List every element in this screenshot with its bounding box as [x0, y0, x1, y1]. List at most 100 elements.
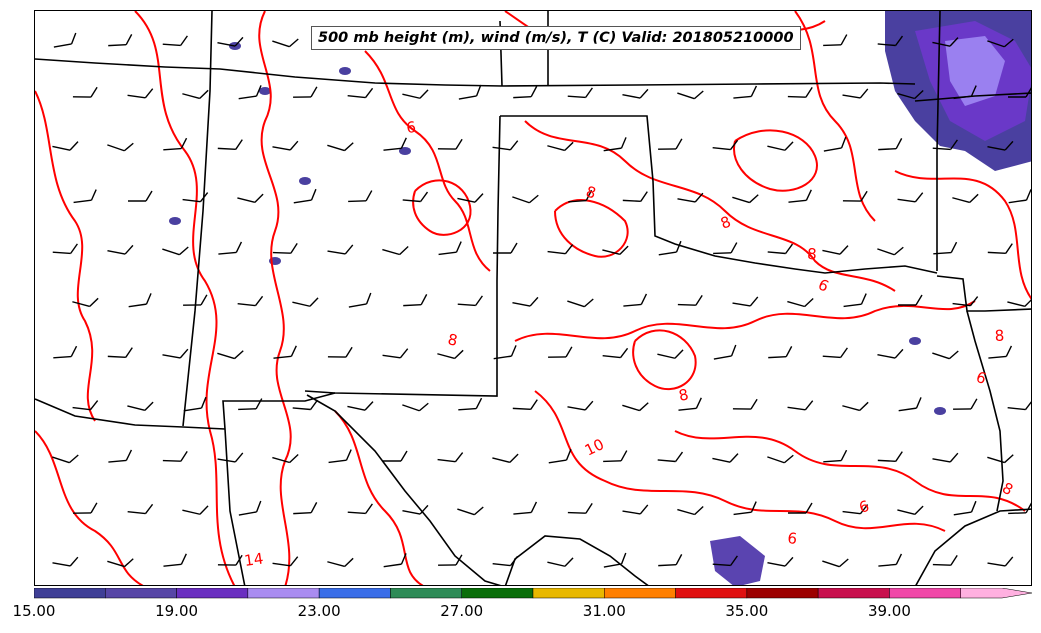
wind-barb-shaft: [987, 251, 1006, 255]
temperature-contour-line: [554, 199, 629, 258]
colorbar-tick-label: 35.00: [725, 602, 769, 620]
temperature-contours: [35, 11, 1031, 585]
temperature-contour-line: [524, 120, 896, 292]
wind-barb-shaft: [128, 303, 147, 308]
wind-barb-flag: [729, 453, 739, 463]
wind-barb: [327, 244, 354, 255]
wind-barb: [842, 190, 868, 202]
wind-fill-spot: [339, 67, 351, 75]
wind-barb-shaft: [107, 144, 125, 152]
wind-barb-flag: [783, 454, 794, 464]
wind-barb-shaft: [328, 459, 347, 464]
wind-barb-flag: [455, 241, 462, 253]
wind-barb-shaft: [272, 456, 290, 464]
wind-barb: [658, 554, 683, 567]
wind-barb-flag: [234, 350, 244, 360]
wind-barb: [678, 397, 702, 411]
wind-barb-flag: [914, 90, 924, 100]
wind-barb: [932, 350, 959, 360]
colorbar-swatch: [817, 588, 890, 599]
wind-barb: [328, 449, 352, 464]
wind-barb: [602, 347, 629, 359]
wind-barb-shaft: [127, 94, 146, 99]
wind-barb: [108, 449, 133, 463]
wind-barb: [823, 449, 848, 463]
wind-barb-flag: [893, 246, 904, 256]
wind-fill-spot: [399, 147, 411, 155]
wind-barb-flag: [145, 293, 152, 305]
wind-barb-flag: [309, 297, 319, 307]
wind-barb-flag: [750, 501, 757, 513]
wind-barb: [733, 85, 758, 99]
wind-barb-shaft: [897, 92, 915, 100]
wind-barb-shaft: [457, 303, 476, 307]
wind-barb-shaft: [347, 511, 366, 515]
wind-barb-shaft: [767, 251, 786, 255]
wind-barb-shaft: [512, 407, 531, 411]
wind-fill-patch: [945, 36, 1005, 106]
wind-barb-shaft: [657, 353, 676, 359]
wind-barb-shaft: [162, 459, 181, 462]
temperature-contour-line: [134, 11, 236, 585]
contour-label: 10: [582, 435, 607, 460]
wind-barb: [127, 401, 154, 412]
wind-barb: [183, 294, 208, 306]
wind-barb-shaft: [382, 354, 401, 359]
wind-barb: [272, 556, 299, 567]
contour-label: 8: [446, 330, 459, 349]
wind-barb: [548, 448, 572, 464]
wind-barb-flag: [640, 191, 648, 202]
wind-barb-flag: [509, 453, 519, 463]
wind-barb: [437, 349, 464, 360]
wind-barb: [788, 189, 812, 203]
wind-barb-shaft: [292, 301, 311, 307]
wind-barb-shaft: [767, 561, 786, 567]
wind-barb-shaft: [457, 508, 475, 516]
wind-barb-shaft: [658, 563, 677, 567]
wind-barb: [878, 553, 903, 567]
wind-barb: [713, 344, 737, 360]
border-line: [936, 275, 1031, 312]
wind-barb-shaft: [547, 561, 566, 567]
wind-barb-shaft: [603, 460, 622, 463]
wind-barb: [547, 244, 574, 255]
wind-barb: [987, 140, 1014, 151]
wind-barb-shaft: [622, 199, 641, 203]
wind-barb-shaft: [768, 355, 787, 359]
wind-barb-flag: [784, 556, 794, 567]
wind-barb: [953, 500, 977, 516]
wind-barb-flag: [859, 401, 869, 411]
wind-barb-flag: [399, 246, 409, 256]
wind-barb-flag: [419, 89, 429, 99]
wind-barb-shaft: [513, 95, 532, 99]
wind-barb-flag: [860, 190, 868, 202]
wind-barb-shaft: [547, 250, 566, 255]
wind-barb-shaft: [182, 509, 201, 515]
wind-barb: [677, 295, 703, 306]
wind-barb: [53, 345, 78, 359]
wind-barb: [897, 192, 924, 203]
contour-label: 6: [787, 529, 798, 548]
wind-barb-flag: [805, 502, 813, 514]
wind-barb: [842, 88, 869, 99]
wind-barb-flag: [950, 139, 958, 150]
temperature-contour-line: [894, 170, 1031, 300]
wind-barb-flag: [895, 35, 904, 46]
wind-barb: [842, 401, 869, 412]
wind-barb: [953, 398, 978, 410]
wind-barb-shaft: [383, 563, 402, 568]
wind-barb-shaft: [238, 511, 257, 516]
wind-barb-shaft: [52, 251, 71, 255]
wind-barb-flag: [564, 557, 574, 567]
wind-barb-flag: [289, 556, 299, 567]
contour-label: 8: [999, 479, 1016, 499]
wind-barb-shaft: [822, 560, 840, 568]
wind-barb-flag: [144, 401, 154, 411]
wind-barb: [492, 453, 519, 464]
wind-barb: [52, 454, 79, 464]
wind-barb-flag: [584, 298, 594, 308]
contour-label: 14: [243, 549, 264, 569]
contour-label: 8: [677, 385, 690, 405]
wind-barb-flag: [475, 397, 483, 409]
contour-label: 6: [815, 275, 831, 295]
